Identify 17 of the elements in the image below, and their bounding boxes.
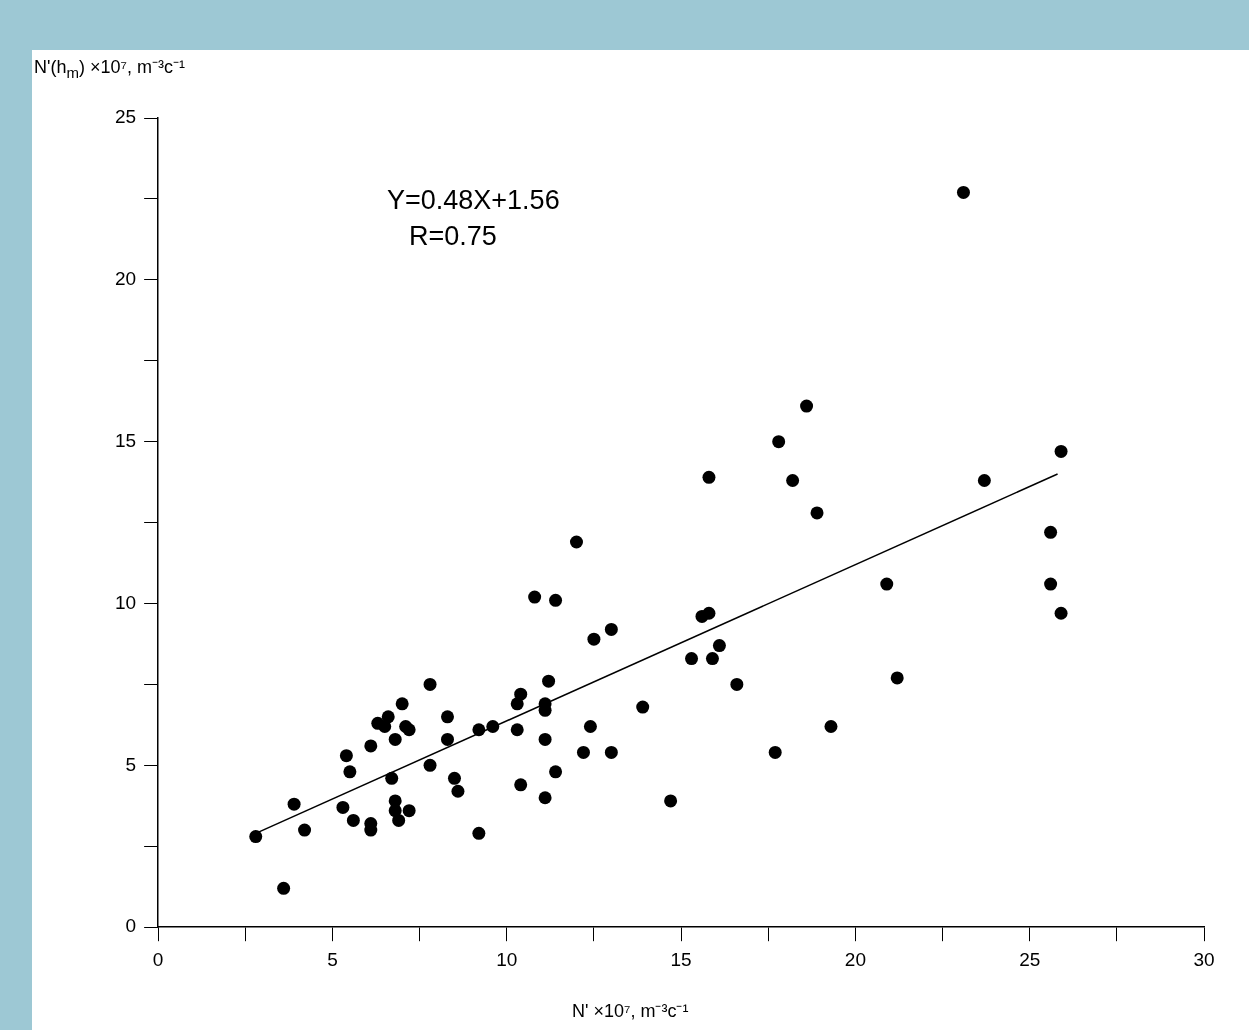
x-tick-label: 25 xyxy=(1019,948,1041,970)
y-tick-label: 5 xyxy=(125,753,137,775)
annotation: Y=0.48X+1.56 xyxy=(387,184,560,217)
y-tick-label: 0 xyxy=(125,915,137,937)
x-axis-title: N' ×10⁷, m⁻³c⁻¹ xyxy=(572,1000,689,1022)
x-tick-label: 20 xyxy=(844,948,866,970)
x-tick-label: 15 xyxy=(670,948,692,970)
y-tick-label: 20 xyxy=(114,268,137,290)
x-tick-label: 0 xyxy=(152,948,164,970)
x-tick-label: 30 xyxy=(1193,948,1215,970)
x-tick-label: 5 xyxy=(327,948,338,970)
annotation: R=0.75 xyxy=(409,220,497,253)
x-tick-label: 10 xyxy=(496,948,518,970)
y-tick-label: 25 xyxy=(114,106,137,128)
y-axis-title: N'(h$_{m}$) ×10⁷, m⁻³c⁻¹ xyxy=(34,56,185,81)
y-tick-label: 10 xyxy=(114,591,137,613)
y-tick-label: 15 xyxy=(114,429,137,451)
